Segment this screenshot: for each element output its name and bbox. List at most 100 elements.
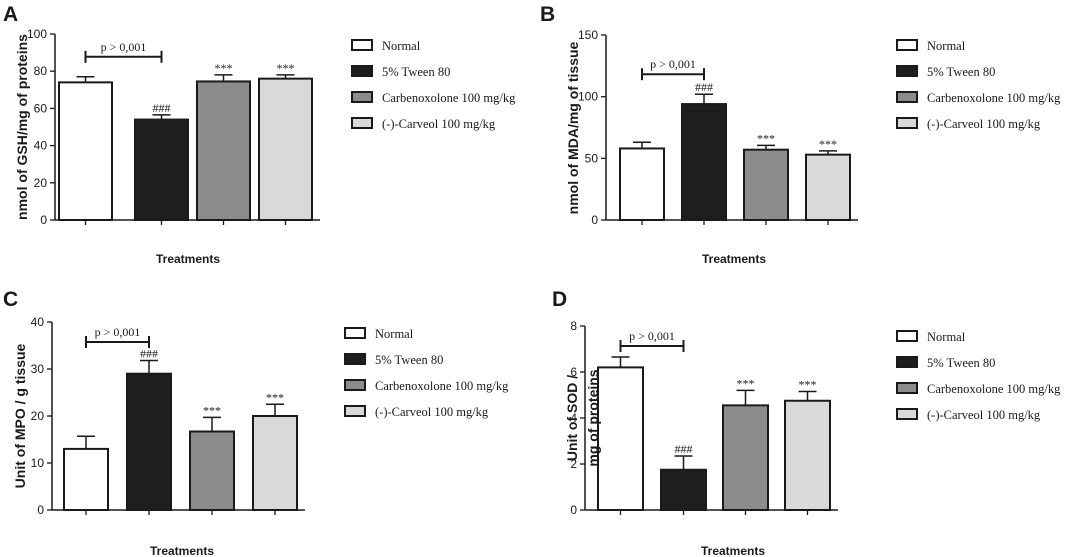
y-tick-label: 0 xyxy=(570,503,577,517)
legend-swatch-4 xyxy=(896,117,918,129)
y-tick-label: 2 xyxy=(570,457,577,471)
legend-swatch-2 xyxy=(896,356,918,368)
comparison-label: p > 0,001 xyxy=(101,40,147,54)
significance-stars: *** xyxy=(215,61,233,75)
panel-letter: A xyxy=(3,3,18,26)
bar-1 xyxy=(63,447,109,511)
legend-label-3: Carbenoxolone 100 mg/kg xyxy=(375,379,509,393)
x-axis-label: Treatments xyxy=(702,252,766,266)
legend-label-4: (-)-Carveol 100 mg/kg xyxy=(382,117,496,131)
panel-letter: C xyxy=(3,288,18,311)
legend-swatch-1 xyxy=(896,39,918,51)
comparison-label: p > 0,001 xyxy=(95,325,141,339)
y-tick-label: 100 xyxy=(27,27,47,41)
chart-panel-d: D 0 2 4 6 8 ### *** *** p > 0,001 Unit of SOD / mg … xyxy=(552,288,1061,557)
legend-swatch-4 xyxy=(344,405,366,417)
y-tick-label: 100 xyxy=(578,90,598,104)
significance-stars: *** xyxy=(277,61,295,75)
significance-hash: ### xyxy=(140,347,158,361)
y-tick-label: 10 xyxy=(31,456,45,470)
y-tick-label: 60 xyxy=(34,101,48,115)
y-tick-label: 0 xyxy=(37,503,44,517)
y-axis-label: Unit of MPO / g tissue xyxy=(12,343,28,488)
y-tick-label: 0 xyxy=(40,213,47,227)
legend: Normal 5% Tween 80 Carbenoxolone 100 mg/kg… xyxy=(351,39,516,131)
y-tick-label: 20 xyxy=(31,409,45,423)
legend-swatch-1 xyxy=(344,327,366,339)
legend-label-2: 5% Tween 80 xyxy=(375,353,443,367)
legend-swatch-3 xyxy=(896,382,918,394)
y-tick-label: 6 xyxy=(570,365,577,379)
legend-swatch-1 xyxy=(896,330,918,342)
bar-1 xyxy=(58,81,113,221)
y-axis-label: nmol of GSH/mg of proteins xyxy=(14,34,30,220)
legend-label-3: Carbenoxolone 100 mg/kg xyxy=(382,91,516,105)
bar-2 xyxy=(660,468,707,511)
x-axis-label: Treatments xyxy=(150,544,214,557)
chart-panel-c: C 0 10 20 30 40 ### *** *** p > 0,001 Unit of MPO … xyxy=(3,288,509,557)
y-tick-label: 30 xyxy=(31,362,45,376)
bar-3 xyxy=(196,80,251,222)
y-tick-label: 80 xyxy=(34,64,48,78)
significance-hash: ### xyxy=(675,442,693,456)
y-tick-label: 40 xyxy=(34,139,48,153)
significance-stars: *** xyxy=(737,376,755,390)
y-tick-label: 40 xyxy=(31,315,45,329)
legend: Normal 5% Tween 80 Carbenoxolone 100 mg/kg… xyxy=(896,39,1061,131)
legend-label-1: Normal xyxy=(927,39,966,53)
chart-panel-b: B 0 50 100 150 ### *** *** p > 0,001 nmol of MDA/… xyxy=(540,3,1061,266)
legend: Normal 5% Tween 80 Carbenoxolone 100 mg/kg… xyxy=(896,330,1061,422)
legend-label-1: Normal xyxy=(375,327,414,341)
panel-letter: B xyxy=(540,3,555,26)
legend: Normal 5% Tween 80 Carbenoxolone 100 mg/kg… xyxy=(344,327,509,419)
legend-swatch-2 xyxy=(351,65,373,77)
legend-label-2: 5% Tween 80 xyxy=(927,65,995,79)
y-axis-label-line2: mg of proteins xyxy=(585,369,601,466)
significance-stars: *** xyxy=(757,131,775,145)
bar-3 xyxy=(743,148,789,221)
bar-2 xyxy=(126,372,172,512)
legend-label-4: (-)-Carveol 100 mg/kg xyxy=(927,117,1041,131)
bar-3 xyxy=(722,404,769,512)
bar-2 xyxy=(134,118,189,221)
panel-letter: D xyxy=(552,288,567,311)
legend-swatch-3 xyxy=(351,91,373,103)
legend-swatch-4 xyxy=(896,408,918,420)
legend-swatch-3 xyxy=(344,379,366,391)
legend-label-3: Carbenoxolone 100 mg/kg xyxy=(927,382,1061,396)
significance-stars: *** xyxy=(203,403,221,417)
significance-hash: ### xyxy=(153,101,171,115)
legend-swatch-3 xyxy=(896,91,918,103)
y-tick-label: 20 xyxy=(34,176,48,190)
comparison-label: p > 0,001 xyxy=(650,57,696,71)
y-tick-label: 4 xyxy=(570,411,577,425)
y-tick-label: 50 xyxy=(585,151,599,165)
legend-label-2: 5% Tween 80 xyxy=(382,65,450,79)
x-axis-label: Treatments xyxy=(701,544,765,557)
y-tick-label: 150 xyxy=(578,28,598,42)
legend-swatch-2 xyxy=(344,353,366,365)
significance-stars: *** xyxy=(799,378,817,392)
legend-swatch-1 xyxy=(351,39,373,51)
bar-1 xyxy=(619,147,665,221)
bar-3 xyxy=(189,430,235,512)
significance-stars: *** xyxy=(266,390,284,404)
bar-1 xyxy=(597,366,644,511)
significance-stars: *** xyxy=(819,137,837,151)
bar-4 xyxy=(252,415,298,511)
y-tick-label: 0 xyxy=(591,213,598,227)
legend-label-1: Normal xyxy=(927,330,966,344)
bar-4 xyxy=(258,77,313,221)
y-axis-label: nmol of MDA/mg of tissue xyxy=(565,41,581,214)
bar-4 xyxy=(784,399,831,511)
y-tick-label: 8 xyxy=(570,319,577,333)
legend-swatch-4 xyxy=(351,117,373,129)
legend-swatch-2 xyxy=(896,65,918,77)
chart-panel-a: A 0 20 40 60 80 100 ### *** *** p > 0,001 nmol of G… xyxy=(3,3,516,266)
bar-2 xyxy=(681,103,727,221)
legend-label-2: 5% Tween 80 xyxy=(927,356,995,370)
legend-label-4: (-)-Carveol 100 mg/kg xyxy=(927,408,1041,422)
bar-4 xyxy=(805,153,851,221)
legend-label-4: (-)-Carveol 100 mg/kg xyxy=(375,405,489,419)
